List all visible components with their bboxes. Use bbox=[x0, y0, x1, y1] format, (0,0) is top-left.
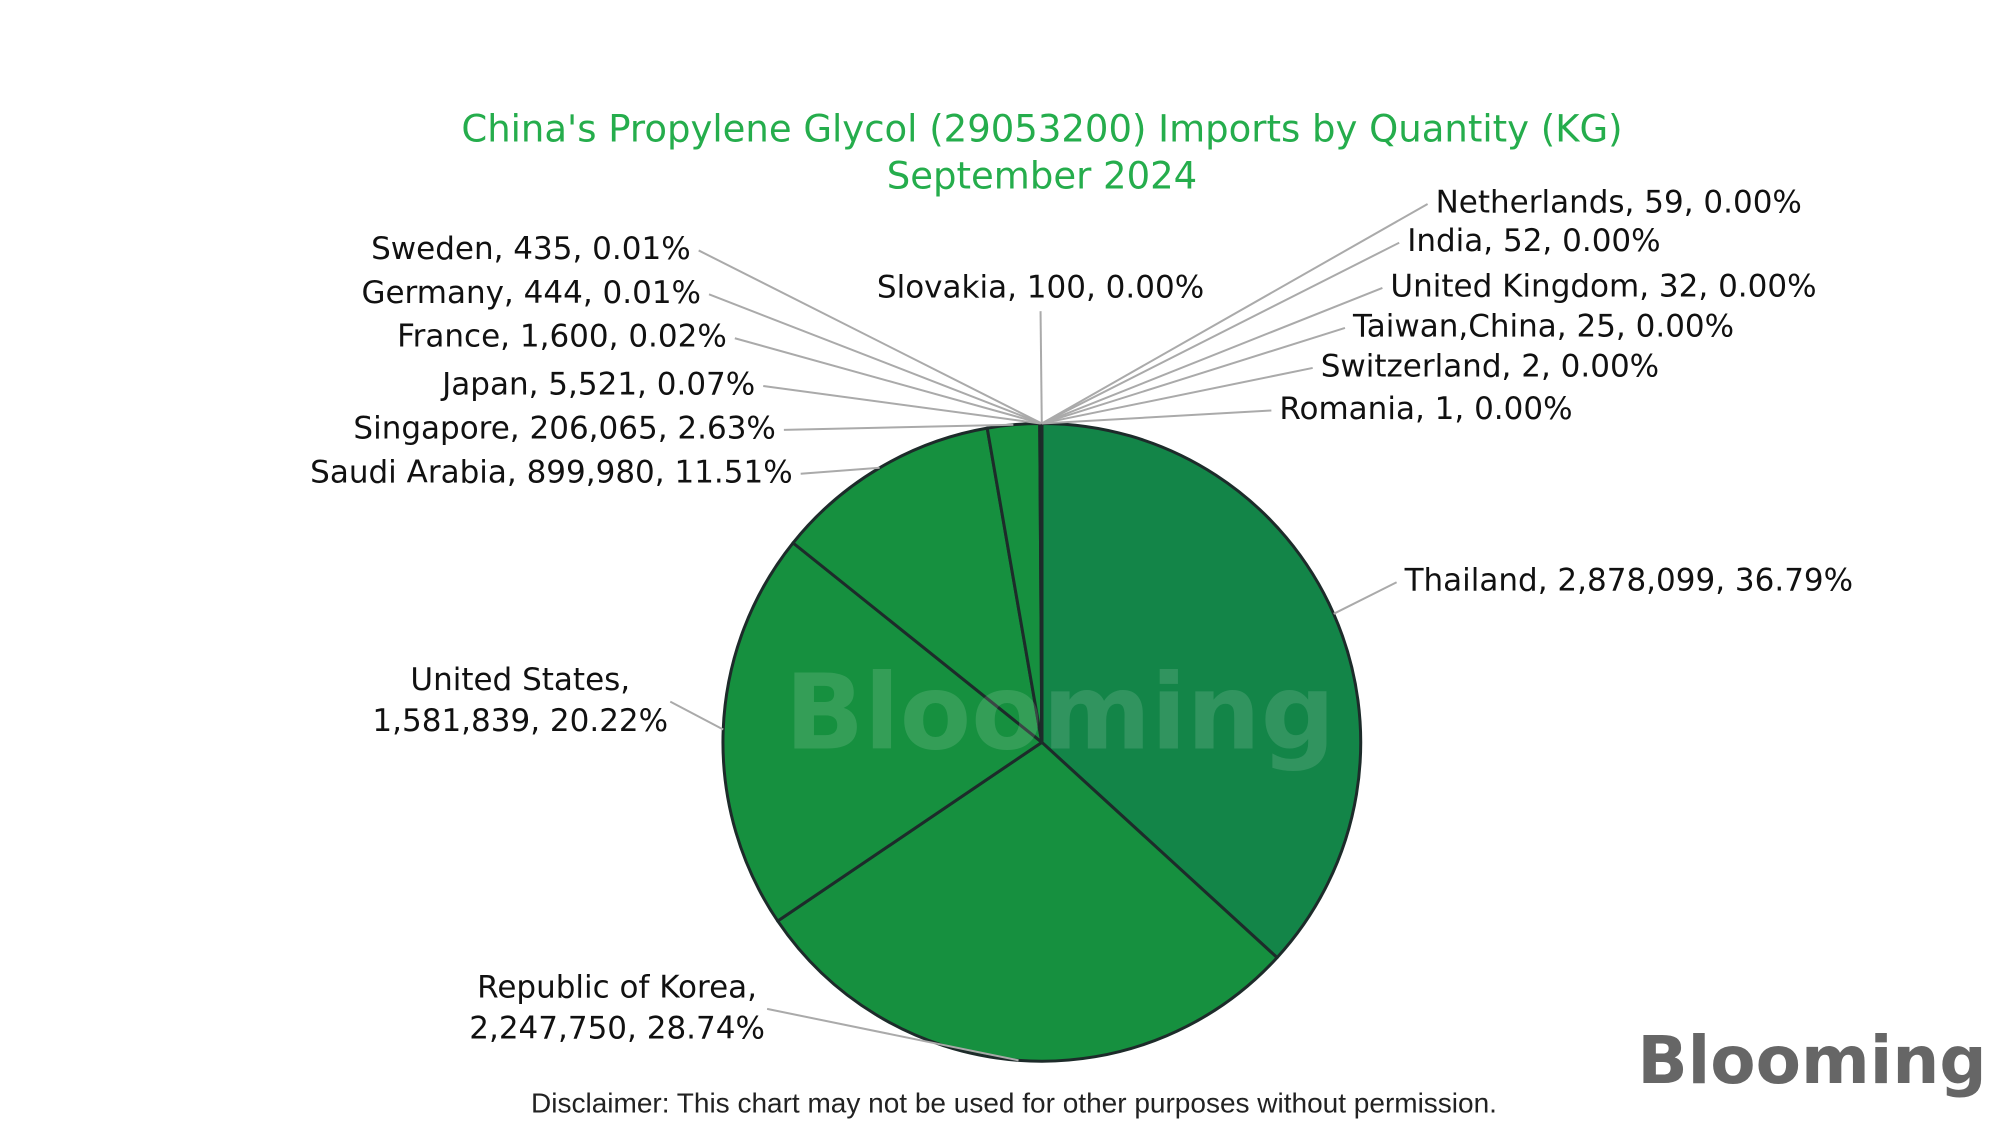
data-label: Romania, 1, 0.00% bbox=[1279, 391, 1572, 427]
disclaimer: Disclaimer: This chart may not be used f… bbox=[531, 1087, 1497, 1118]
leader-line bbox=[1041, 311, 1042, 423]
data-label: Republic of Korea, bbox=[477, 969, 757, 1005]
leader-line bbox=[801, 468, 880, 474]
data-label: India, 52, 0.00% bbox=[1407, 223, 1660, 259]
data-label: Switzerland, 2, 0.00% bbox=[1321, 348, 1659, 384]
leader-line bbox=[763, 386, 1040, 423]
data-label: Taiwan,China, 25, 0.00% bbox=[1352, 308, 1734, 344]
data-label: Saudi Arabia, 899,980, 11.51% bbox=[310, 454, 793, 490]
leader-line bbox=[670, 702, 723, 730]
chart-subtitle: September 2024 bbox=[887, 155, 1197, 198]
data-label: Sweden, 435, 0.01% bbox=[371, 231, 691, 267]
data-label: Thailand, 2,878,099, 36.79% bbox=[1404, 563, 1854, 599]
data-label: United Kingdom, 32, 0.00% bbox=[1390, 268, 1816, 304]
logo: Blooming bbox=[1637, 1022, 1986, 1099]
data-label: United States, bbox=[410, 662, 630, 698]
data-label: Germany, 444, 0.01% bbox=[361, 275, 701, 311]
leader-line bbox=[735, 338, 1042, 423]
leader-line bbox=[1334, 582, 1397, 614]
data-label: France, 1,600, 0.02% bbox=[397, 319, 727, 355]
leader-line bbox=[709, 294, 1042, 423]
chart-title: China's Propylene Glycol (29053200) Impo… bbox=[461, 108, 1622, 151]
data-label: Singapore, 206,065, 2.63% bbox=[353, 410, 775, 446]
data-label: Japan, 5,521, 0.07% bbox=[440, 367, 755, 403]
data-label: Netherlands, 59, 0.00% bbox=[1436, 184, 1802, 220]
data-label: 2,247,750, 28.74% bbox=[469, 1010, 765, 1046]
data-label: Slovakia, 100, 0.00% bbox=[877, 270, 1204, 306]
watermark: Blooming bbox=[785, 651, 1335, 773]
data-label: 1,581,839, 20.22% bbox=[372, 703, 668, 739]
